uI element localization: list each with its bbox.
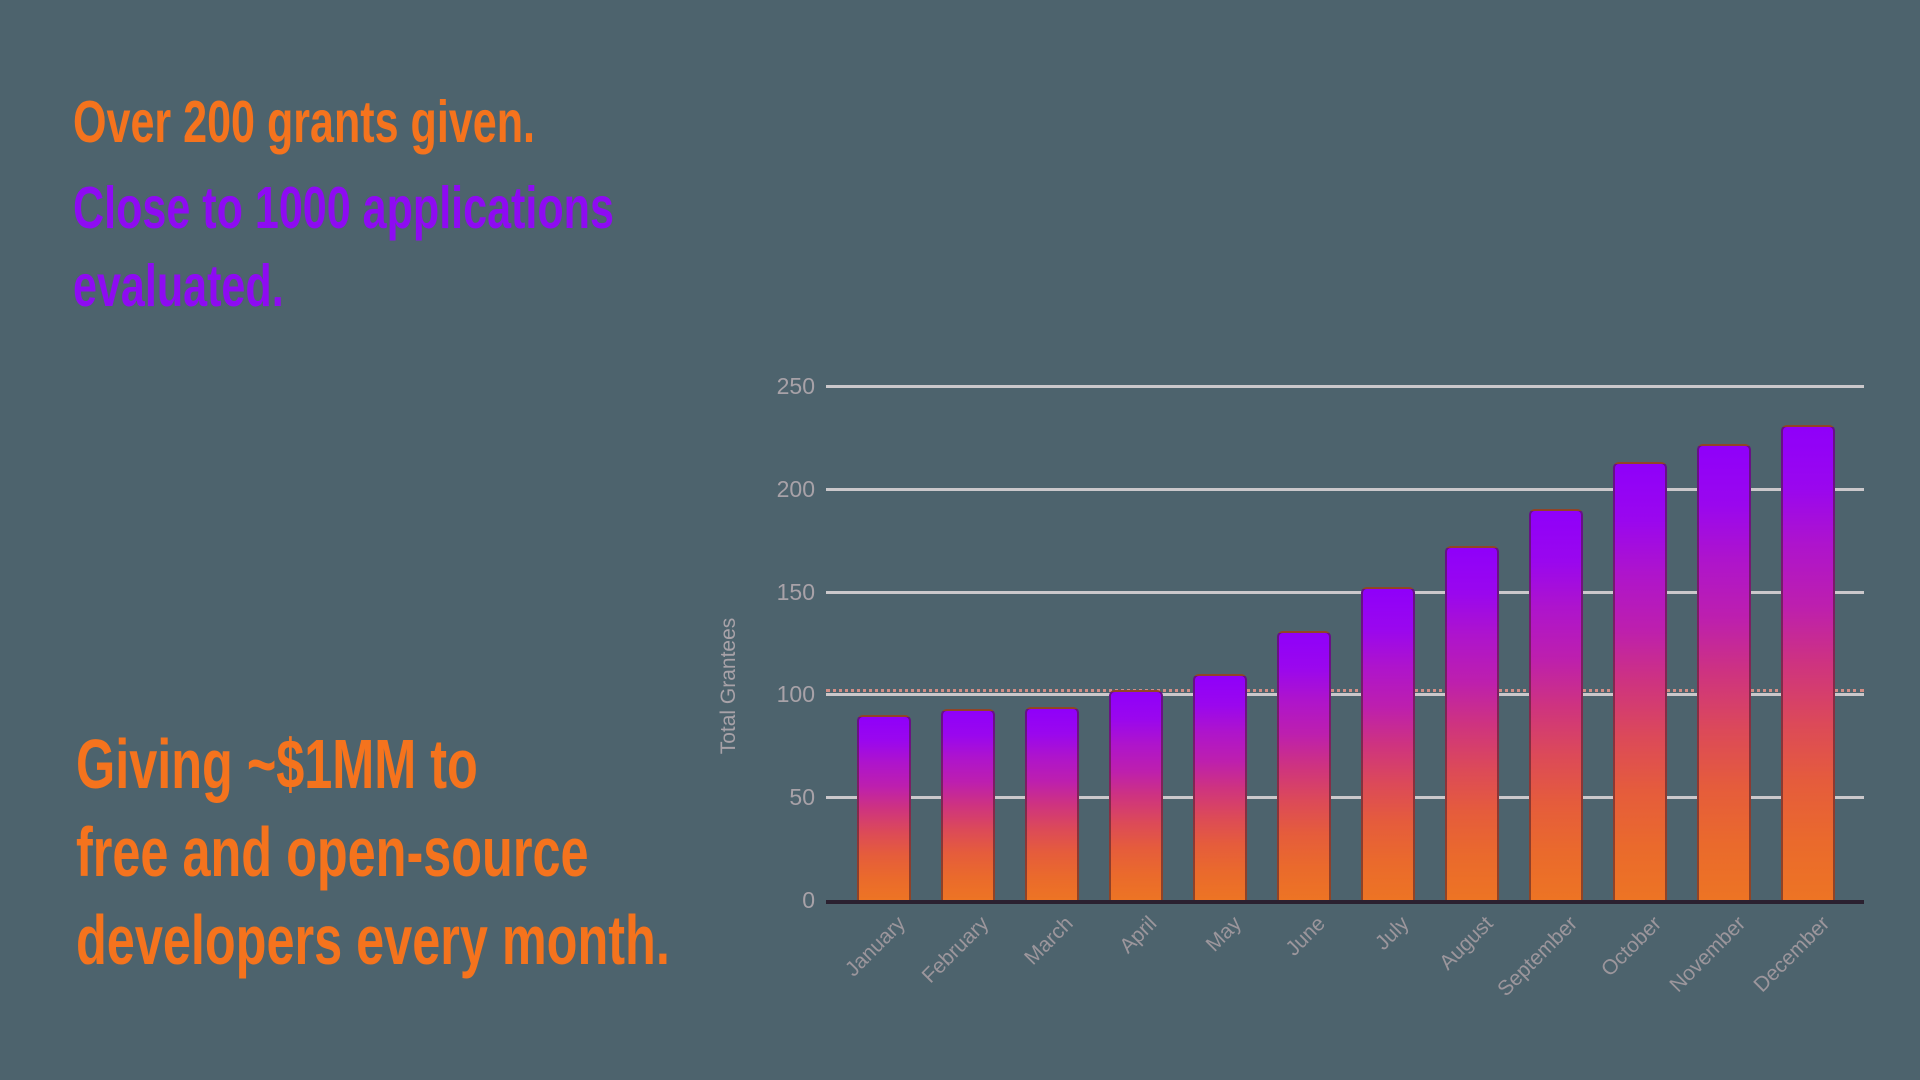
gridline-200	[826, 487, 1864, 491]
x-label-january: January	[840, 912, 910, 982]
x-label-july: July	[1371, 912, 1414, 955]
x-label-march: March	[1020, 912, 1078, 970]
x-label-october: October	[1596, 912, 1666, 982]
bar-november	[1696, 443, 1751, 900]
bar-january	[856, 714, 911, 900]
x-axis-line	[826, 900, 1864, 904]
y-tick-label-50: 50	[789, 784, 815, 811]
bar-june	[1276, 630, 1331, 900]
bar-october	[1612, 462, 1667, 900]
x-label-february: February	[918, 912, 994, 988]
bar-february	[940, 708, 995, 900]
bar-september	[1528, 509, 1583, 900]
footer-line1: Giving ~$1MM to	[76, 725, 478, 803]
x-label-september: September	[1492, 912, 1582, 1001]
bar-april	[1108, 690, 1163, 900]
x-label-december: December	[1748, 912, 1834, 997]
gridline-250	[826, 385, 1864, 388]
headline-giving-monthly: Giving ~$1MM to free and open-source dev…	[76, 720, 670, 984]
headline-applications-line2: evaluated.	[73, 253, 284, 319]
dashed-accent-line	[826, 689, 1864, 693]
bar-march	[1024, 706, 1079, 900]
x-label-june: June	[1281, 912, 1330, 961]
headline-applications-evaluated: Close to 1000 applications evaluated.	[73, 169, 614, 325]
headline-grants-given: Over 200 grants given.	[73, 89, 536, 155]
y-tick-label-150: 150	[776, 578, 815, 605]
bar-december	[1780, 425, 1835, 900]
bar-may	[1192, 673, 1247, 900]
x-label-november: November	[1664, 912, 1750, 997]
gridline-100	[826, 693, 1864, 697]
y-tick-label-100: 100	[776, 681, 815, 708]
gridline-150	[826, 590, 1864, 594]
bar-july	[1360, 587, 1415, 900]
bar-august	[1444, 546, 1499, 900]
y-tick-label-0: 0	[802, 887, 815, 913]
footer-line3: developers every month.	[76, 901, 670, 979]
x-label-august: August	[1435, 912, 1498, 975]
footer-line2: free and open-source	[76, 813, 589, 891]
headline-applications-line1: Close to 1000 applications	[73, 175, 614, 241]
y-tick-label-250: 250	[776, 373, 815, 399]
gridline-50	[826, 796, 1864, 800]
x-label-april: April	[1115, 912, 1162, 958]
y-tick-label-200: 200	[776, 475, 815, 502]
x-label-may: May	[1201, 912, 1246, 957]
